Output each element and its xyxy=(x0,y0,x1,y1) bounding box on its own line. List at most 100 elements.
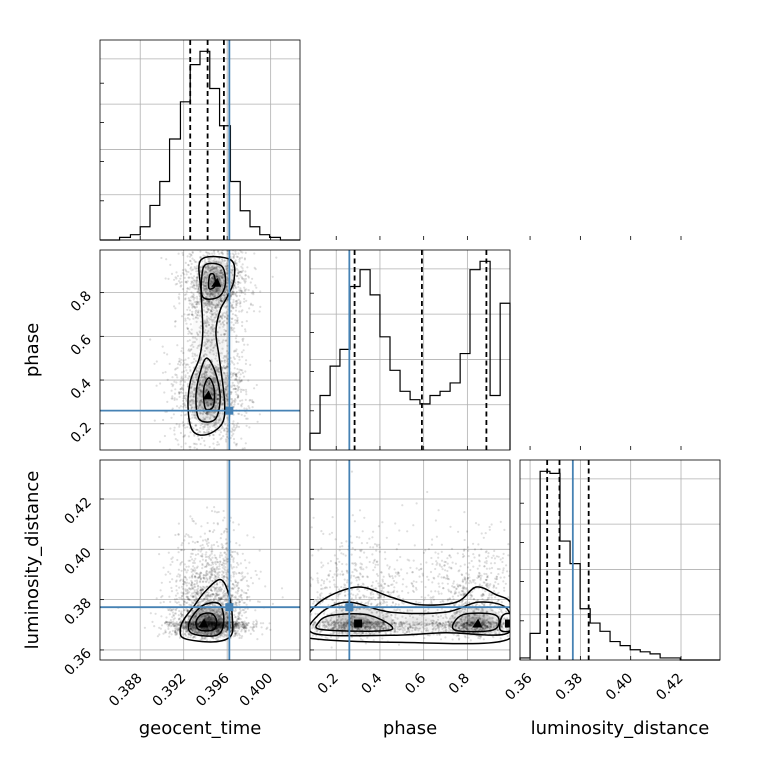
sample-point xyxy=(202,285,205,288)
sample-point xyxy=(188,366,191,369)
sample-point xyxy=(246,241,248,243)
sample-point xyxy=(193,594,196,597)
sample-point xyxy=(217,443,221,446)
sample-point xyxy=(229,579,232,583)
sample-point xyxy=(216,398,219,401)
sample-point xyxy=(195,597,198,600)
sample-point xyxy=(225,599,228,602)
sample-point xyxy=(216,331,220,334)
sample-point xyxy=(195,369,198,372)
sample-point xyxy=(182,402,185,406)
sample-point xyxy=(226,392,229,395)
sample-point xyxy=(233,429,236,432)
sample-point xyxy=(190,302,193,305)
sample-point xyxy=(219,620,222,623)
sample-point xyxy=(232,384,236,387)
sample-point xyxy=(233,401,236,404)
sample-point xyxy=(236,622,239,626)
sample-point xyxy=(183,548,186,551)
sample-point xyxy=(205,574,208,577)
sample-point xyxy=(224,395,228,398)
sample-point xyxy=(225,611,228,614)
sample-point xyxy=(217,260,220,264)
sample-point xyxy=(200,436,204,440)
sample-point xyxy=(214,313,217,316)
sample-point xyxy=(220,275,223,278)
sample-point xyxy=(177,391,181,394)
sample-point xyxy=(206,506,209,509)
sample-point xyxy=(255,624,258,627)
sample-point xyxy=(245,407,248,410)
sample-point xyxy=(185,622,188,625)
sample-point xyxy=(191,629,195,632)
sample-point xyxy=(206,307,209,310)
sample-point xyxy=(209,579,212,582)
sample-point xyxy=(177,363,180,366)
sample-point xyxy=(221,283,224,287)
sample-point xyxy=(181,542,184,545)
sample-point xyxy=(185,457,187,459)
sample-point xyxy=(212,593,215,596)
sample-point xyxy=(211,622,214,625)
sample-point xyxy=(236,321,239,324)
sample-point xyxy=(240,256,244,259)
sample-point xyxy=(251,290,254,293)
sample-point xyxy=(215,243,217,245)
sample-point xyxy=(184,627,187,630)
sample-point xyxy=(174,276,177,279)
sample-point xyxy=(200,589,203,592)
sample-point xyxy=(183,621,186,624)
sample-point xyxy=(182,405,185,408)
sample-point xyxy=(206,381,209,384)
sample-point xyxy=(234,216,236,218)
sample-point xyxy=(223,328,226,331)
sample-point xyxy=(192,395,196,398)
sample-point xyxy=(171,385,174,388)
sample-point xyxy=(230,310,233,313)
sample-point xyxy=(217,275,220,278)
sample-point xyxy=(201,562,204,566)
sample-point xyxy=(210,399,213,402)
sample-point xyxy=(233,634,236,638)
sample-point xyxy=(197,632,200,635)
sample-point xyxy=(184,317,187,320)
sample-point xyxy=(179,380,182,383)
sample-point xyxy=(222,402,225,405)
sample-point xyxy=(243,624,246,627)
sample-point xyxy=(225,398,229,401)
sample-point xyxy=(189,323,192,326)
sample-point xyxy=(216,303,219,307)
sample-point xyxy=(210,403,213,406)
sample-point xyxy=(226,261,229,264)
sample-point xyxy=(208,599,212,602)
sample-point xyxy=(241,599,244,602)
sample-point xyxy=(192,622,195,625)
sample-point xyxy=(204,402,207,405)
sample-point xyxy=(211,314,214,317)
sample-point xyxy=(198,411,201,414)
sample-point xyxy=(206,367,209,370)
sample-point xyxy=(218,247,220,249)
sample-point xyxy=(190,624,193,627)
sample-point xyxy=(159,627,162,630)
sample-point xyxy=(209,588,212,592)
sample-point xyxy=(213,267,216,270)
sample-point xyxy=(207,623,210,627)
sample-point xyxy=(215,267,218,270)
sample-point xyxy=(193,259,196,262)
sample-point xyxy=(241,267,244,270)
sample-point xyxy=(179,363,182,366)
sample-point xyxy=(187,357,190,360)
sample-point xyxy=(200,637,203,640)
sample-point xyxy=(245,624,248,627)
sample-point xyxy=(216,313,219,316)
sample-point xyxy=(221,546,224,549)
sample-point xyxy=(186,326,189,329)
sample-point xyxy=(226,285,229,288)
sample-point xyxy=(175,589,178,592)
sample-point xyxy=(210,631,213,634)
sample-point xyxy=(214,365,217,368)
sample-point xyxy=(215,396,218,399)
sample-point xyxy=(198,383,201,386)
sample-point xyxy=(208,571,211,574)
